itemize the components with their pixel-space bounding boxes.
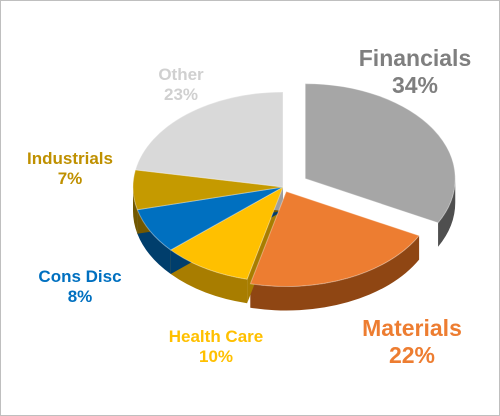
- data-label-industrials-name: Industrials: [27, 149, 113, 168]
- data-label-industrials: Industrials 7%: [15, 149, 125, 189]
- pie-slice-financials: [304, 83, 456, 224]
- pie-side-health-care: [170, 249, 248, 304]
- data-label-materials: Materials 22%: [347, 315, 477, 369]
- data-label-cons-disc-name: Cons Disc: [38, 267, 122, 286]
- data-label-materials-name: Materials: [362, 315, 462, 341]
- pie-side-industrials: [133, 187, 138, 234]
- pie-slice-other: [134, 91, 284, 188]
- data-label-financials: Financials 34%: [345, 45, 485, 99]
- pie-slice-cons-disc: [136, 186, 284, 251]
- data-label-financials-value: 34%: [391, 72, 439, 99]
- data-label-cons-disc-value: 8%: [67, 287, 93, 307]
- data-label-health-care: Health Care 10%: [151, 327, 281, 367]
- data-label-other-name: Other: [158, 65, 204, 84]
- pie-slice-industrials: [132, 169, 284, 211]
- data-label-industrials-value: 7%: [57, 169, 83, 189]
- data-label-health-care-name: Health Care: [168, 327, 264, 346]
- pie-slice-health-care: [169, 185, 284, 280]
- data-label-financials-name: Financials: [358, 45, 472, 71]
- pie-slice-materials: [249, 190, 420, 287]
- data-label-health-care-value: 10%: [198, 347, 234, 367]
- pie-side-materials: [250, 235, 420, 311]
- data-label-cons-disc: Cons Disc 8%: [25, 267, 135, 307]
- pie-side-financials: [438, 178, 456, 247]
- data-label-materials-value: 22%: [388, 342, 436, 369]
- data-label-other: Other 23%: [131, 65, 231, 105]
- data-label-other-value: 23%: [163, 85, 199, 105]
